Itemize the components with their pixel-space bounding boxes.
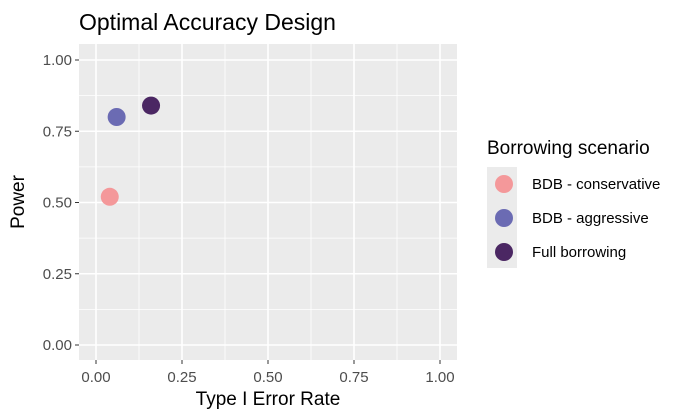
x-axis-title: Type I Error Rate xyxy=(196,389,341,410)
y-tick-label: 0.25 xyxy=(43,266,72,283)
data-point xyxy=(100,187,119,206)
x-tick-label: 0.25 xyxy=(167,369,196,386)
legend-label: BDB - aggressive xyxy=(532,210,649,227)
x-tick-label: 1.00 xyxy=(425,369,454,386)
legend-title: Borrowing scenario xyxy=(487,138,650,159)
y-tick-label: 0.50 xyxy=(43,195,72,212)
x-tick-label: 0.50 xyxy=(253,369,282,386)
data-points xyxy=(100,96,161,206)
legend-key xyxy=(495,209,513,227)
x-tick-label: 0.00 xyxy=(81,369,110,386)
legend-key xyxy=(495,175,513,193)
legend-label: Full borrowing xyxy=(532,244,626,261)
y-tick-label: 0.00 xyxy=(43,337,72,354)
y-axis-ticks: 0.00 0.25 0.50 0.75 1.00 xyxy=(43,52,79,354)
data-point xyxy=(107,108,126,126)
major-gridlines xyxy=(79,44,457,360)
legend-key xyxy=(495,243,513,261)
chart-title: Optimal Accuracy Design xyxy=(79,9,336,35)
legend: Borrowing scenario BDB - conservativeBDB… xyxy=(487,138,660,268)
legend-items: BDB - conservative BDB - aggressive Full b… xyxy=(495,175,660,261)
y-tick-label: 1.00 xyxy=(43,52,72,69)
x-tick-label: 0.75 xyxy=(339,369,368,386)
y-tick-label: 0.75 xyxy=(43,123,72,140)
legend-label: BDB - conservative xyxy=(532,176,660,193)
data-point xyxy=(142,96,161,115)
x-axis-ticks: 0.00 0.25 0.50 0.75 1.00 xyxy=(81,360,455,386)
y-axis-title: Power xyxy=(8,174,29,229)
